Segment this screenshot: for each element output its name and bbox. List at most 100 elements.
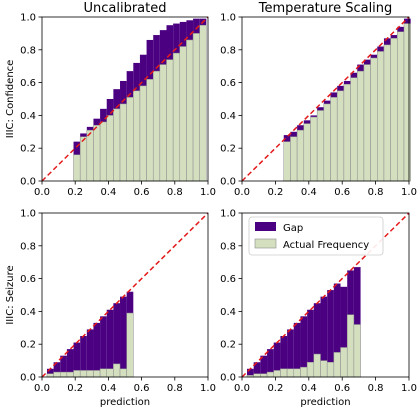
gap-bar xyxy=(100,316,107,377)
y-tick-label: 0.2 xyxy=(20,144,36,155)
actual-frequency-bar xyxy=(73,154,81,182)
gap-bar xyxy=(267,349,274,377)
perfect-calibration-line xyxy=(41,212,209,378)
x-tick-label: 0.0 xyxy=(234,383,250,394)
actual-frequency-bar xyxy=(300,366,308,378)
x-tick-label: 0.2 xyxy=(267,187,283,198)
x-tick-label: 1.0 xyxy=(200,383,216,394)
y-tick-label: 0.0 xyxy=(220,177,236,188)
plot-frame xyxy=(241,16,410,182)
actual-frequency-bar xyxy=(390,38,398,182)
actual-frequency-bar xyxy=(316,110,325,182)
y-tick-label: 0.4 xyxy=(20,307,36,318)
x-tick-label: 0.4 xyxy=(100,383,116,394)
actual-frequency-bar xyxy=(377,51,385,182)
y-tick-label: 0.6 xyxy=(20,274,36,285)
gap-bar xyxy=(280,336,288,377)
y-tick-label: 0.4 xyxy=(220,111,236,122)
actual-frequency-bar xyxy=(266,371,274,378)
x-tick-label: 0.0 xyxy=(34,187,50,198)
actual-frequency-bar xyxy=(350,77,358,182)
x-tick-label: 0.0 xyxy=(234,187,250,198)
gap-bar xyxy=(320,296,328,377)
y-tick-label: 0.6 xyxy=(220,274,236,285)
actual-frequency-bar xyxy=(119,368,127,378)
actual-frequency-bar xyxy=(370,57,378,182)
gap-bar xyxy=(53,362,61,377)
actual-frequency-bar xyxy=(152,70,161,182)
chart-panel-2: 0.0 0.2 0.4 0.6 0.8 1.0 0.0 0.2 0.4 0.6 0.8 1.0 Temp… xyxy=(220,1,417,198)
x-tick-label: 0.8 xyxy=(167,383,183,394)
actual-frequency-bar xyxy=(383,44,391,182)
actual-frequency-bar xyxy=(343,83,351,182)
actual-frequency-bar xyxy=(186,39,194,182)
plot-frame xyxy=(241,212,410,378)
actual-frequency-bar xyxy=(166,59,174,182)
y-tick-label: 1.0 xyxy=(20,13,36,24)
y-tick-label: 1.0 xyxy=(20,209,36,220)
actual-frequency-bar xyxy=(113,108,121,182)
actual-frequency-bar xyxy=(336,90,345,182)
actual-frequency-bar xyxy=(133,90,141,182)
plot-frame xyxy=(41,212,209,378)
chart-panels: 0.0 0.2 0.4 0.6 0.8 1.0 0.0 0.2 0.4 0.6 0.8 1.0 Unca… xyxy=(5,1,417,408)
actual-frequency-bar xyxy=(286,368,295,378)
gap-bar xyxy=(273,342,281,377)
gap-bar xyxy=(120,296,127,377)
x-tick-label: 0.2 xyxy=(67,187,83,198)
actual-frequency-bar xyxy=(93,124,101,182)
perfect-calibration-line xyxy=(241,16,410,182)
gap-bar xyxy=(287,329,294,377)
x-tick-label: 0.6 xyxy=(334,187,350,198)
actual-frequency-bar xyxy=(146,79,154,182)
actual-frequency-bar xyxy=(192,33,200,182)
gap-bar xyxy=(106,309,114,377)
gap-bar xyxy=(340,286,348,377)
gap-bar xyxy=(307,309,314,377)
y-tick-label: 0.0 xyxy=(20,177,36,188)
x-tick-label: 0.8 xyxy=(368,187,384,198)
legend-gap-label: Gap xyxy=(283,223,303,234)
actual-frequency-bar xyxy=(253,373,261,378)
legend-actual-label: Actual Frequency xyxy=(283,240,369,251)
legend-frame xyxy=(248,216,384,256)
actual-frequency-bar xyxy=(99,121,107,182)
legend: Gap Actual Frequency xyxy=(248,216,384,256)
x-tick-label: 0.4 xyxy=(301,187,317,198)
y-tick-label: 0.2 xyxy=(20,340,36,351)
actual-frequency-bar xyxy=(159,64,167,182)
gap-bar xyxy=(247,368,254,377)
actual-frequency-bar xyxy=(313,353,321,378)
actual-frequency-bar xyxy=(363,64,371,182)
y-tick-label: 0.8 xyxy=(20,45,36,56)
actual-frequency-bar xyxy=(296,129,305,182)
actual-frequency-bar xyxy=(199,24,207,182)
gap-bar xyxy=(293,322,301,377)
actual-frequency-bar xyxy=(106,115,114,182)
actual-frequency-bar xyxy=(397,31,405,182)
actual-frequency-bar xyxy=(53,371,61,378)
legend-actual-swatch xyxy=(254,238,277,249)
gap-bar xyxy=(300,316,308,377)
x-tick-label: 0.2 xyxy=(267,383,283,394)
x-tick-label: 0.4 xyxy=(301,383,317,394)
gap-bar xyxy=(260,355,268,377)
y-tick-label: 0.2 xyxy=(220,144,236,155)
actual-frequency-bar xyxy=(293,368,301,378)
actual-frequency-bar xyxy=(172,52,181,182)
x-tick-label: 0.6 xyxy=(134,383,150,394)
gap-bar xyxy=(66,349,74,377)
actual-frequency-bar xyxy=(99,368,107,378)
actual-frequency-bar xyxy=(273,370,281,378)
x-axis-label: prediction xyxy=(300,397,350,408)
gap-bar xyxy=(353,267,361,377)
actual-frequency-bar xyxy=(126,97,134,182)
actual-frequency-bar xyxy=(66,371,74,378)
actual-frequency-bar xyxy=(303,123,311,182)
y-tick-label: 1.0 xyxy=(220,209,236,220)
actual-frequency-bar xyxy=(139,85,147,182)
actual-frequency-bar xyxy=(356,70,365,182)
gap-bar xyxy=(253,362,261,377)
actual-frequency-bar xyxy=(119,103,127,182)
actual-frequency-bar xyxy=(113,363,121,378)
